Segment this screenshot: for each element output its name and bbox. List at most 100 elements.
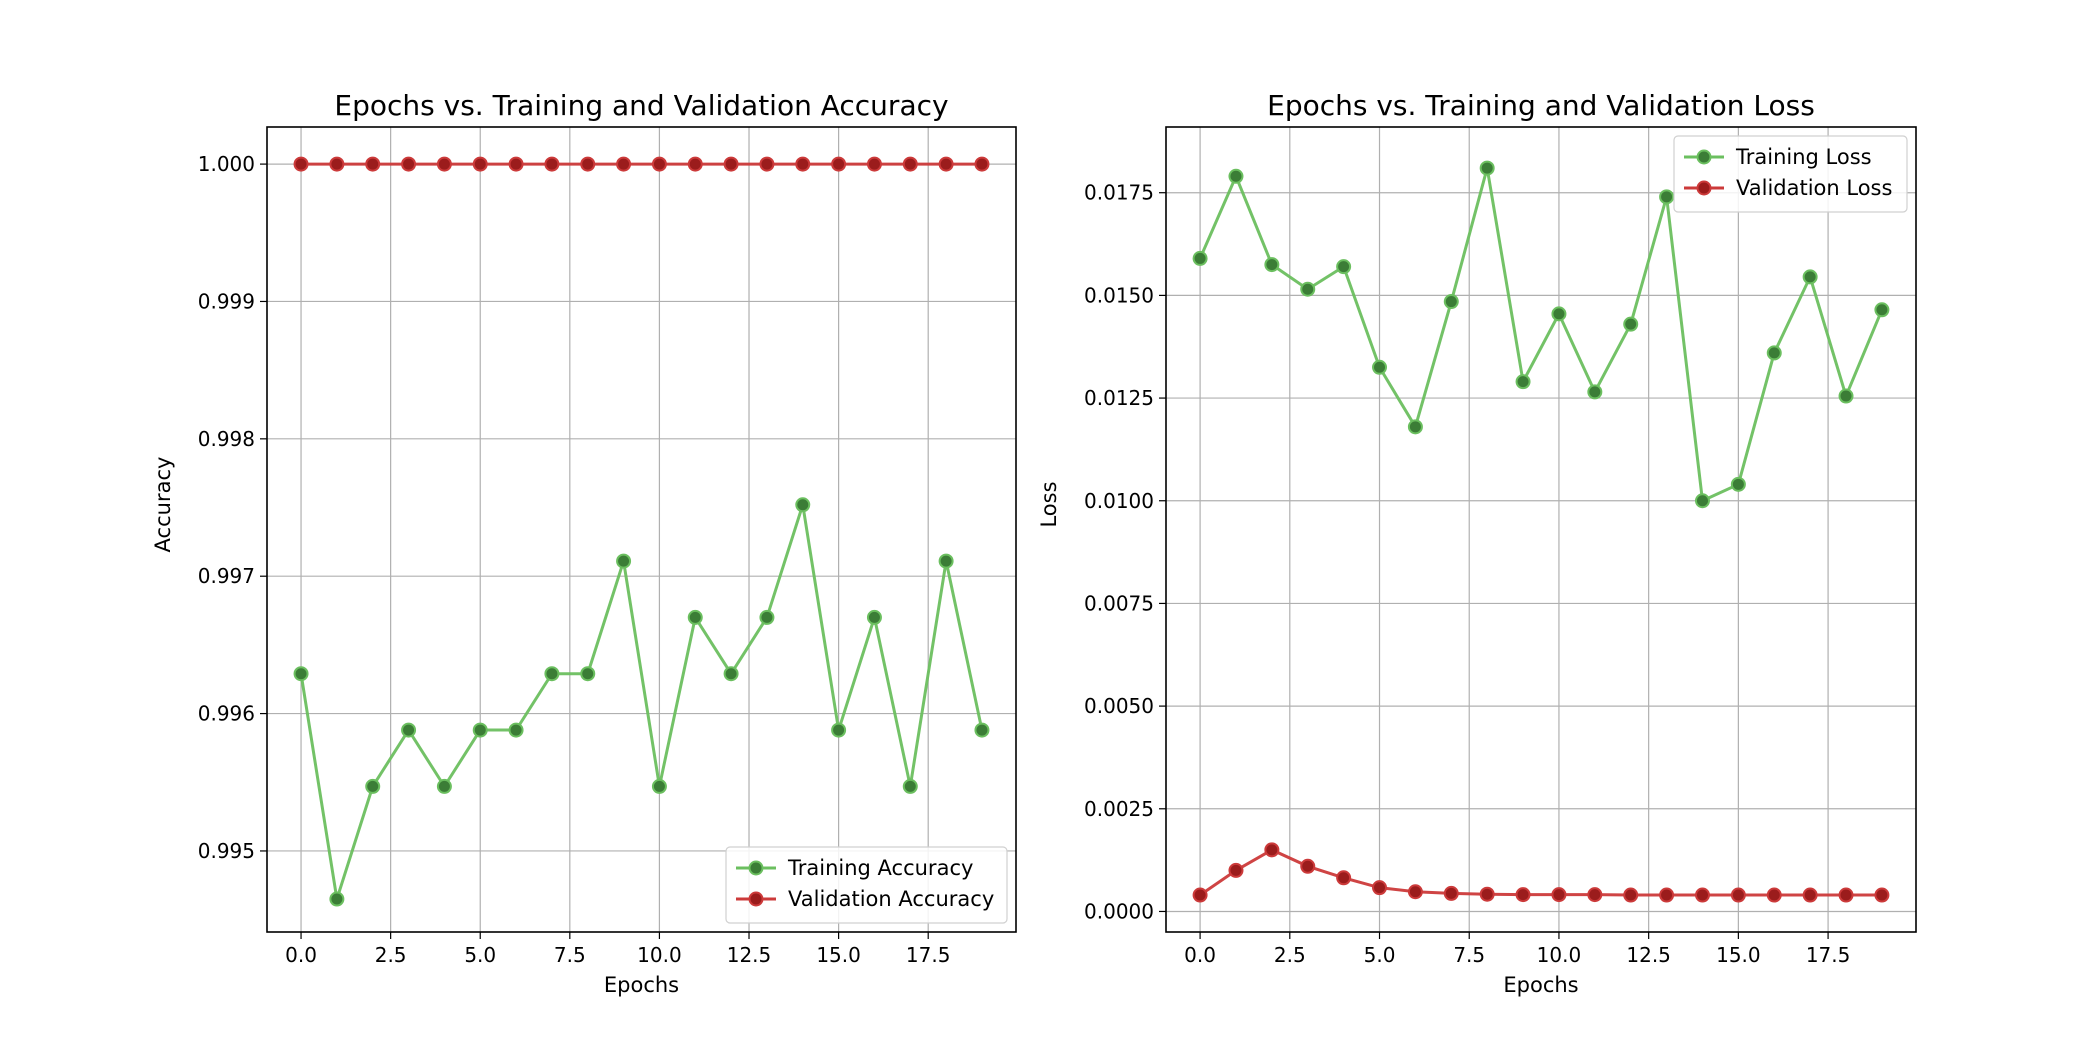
- data-point: [293, 156, 309, 172]
- data-point: [1192, 250, 1208, 266]
- data-point: [329, 891, 345, 907]
- y-tick-label: 0.0075: [1084, 591, 1154, 615]
- y-tick-label: 0.0100: [1084, 489, 1154, 513]
- data-point: [436, 156, 452, 172]
- data-point: [1659, 189, 1675, 205]
- accuracy-legend: Training Accuracy Validation Accuracy: [725, 846, 1008, 924]
- data-point: [938, 553, 954, 569]
- x-tick-label: 10.0: [637, 943, 682, 967]
- y-tick-label: 0.998: [198, 427, 255, 451]
- data-point: [508, 722, 524, 738]
- data-point: [831, 722, 847, 738]
- loss-series-validation: [1192, 842, 1890, 903]
- data-point: [902, 156, 918, 172]
- data-point: [616, 553, 632, 569]
- x-tick-label: 12.5: [727, 943, 772, 967]
- x-tick-label: 15.0: [816, 943, 861, 967]
- data-point: [1587, 887, 1603, 903]
- data-point: [1515, 374, 1531, 390]
- data-point: [508, 156, 524, 172]
- loss-chart-title: Epochs vs. Training and Validation Loss: [1267, 89, 1815, 122]
- data-point: [329, 156, 345, 172]
- legend-swatch-marker: [1696, 180, 1712, 196]
- data-point: [1336, 259, 1352, 275]
- series-line: [299, 504, 984, 900]
- data-point: [938, 156, 954, 172]
- data-point: [1802, 269, 1818, 285]
- y-tick-label: 0.0025: [1084, 797, 1154, 821]
- legend-swatch-marker: [748, 860, 764, 876]
- x-tick-label: 0.0: [1184, 943, 1216, 967]
- data-point: [1694, 887, 1710, 903]
- data-point: [1838, 388, 1854, 404]
- data-point: [293, 666, 309, 682]
- data-point: [1443, 294, 1459, 310]
- data-point: [1730, 887, 1746, 903]
- accuracy-series-validation: [293, 156, 990, 172]
- data-point: [1479, 160, 1495, 176]
- legend-label: Training Loss: [1735, 145, 1872, 169]
- data-point: [1623, 316, 1639, 332]
- data-point: [651, 156, 667, 172]
- y-tick-label: 0.0125: [1084, 386, 1154, 410]
- data-point: [1551, 306, 1567, 322]
- x-tick-label: 17.5: [1806, 943, 1851, 967]
- legend-box: [725, 846, 1008, 924]
- y-tick-label: 0.999: [198, 289, 255, 313]
- data-point: [436, 778, 452, 794]
- data-point: [687, 156, 703, 172]
- x-axis-label: Epochs: [1503, 973, 1578, 997]
- data-point: [1264, 257, 1280, 273]
- data-point: [1874, 302, 1890, 318]
- legend-swatch-marker: [748, 891, 764, 907]
- y-tick-label: 1.000: [198, 152, 255, 176]
- x-tick-label: 7.5: [554, 943, 586, 967]
- accuracy-axes-frame: [266, 126, 1017, 933]
- data-point: [580, 666, 596, 682]
- loss-series-training: [1192, 160, 1890, 509]
- y-tick-label: 0.0000: [1084, 899, 1154, 923]
- data-point: [1766, 887, 1782, 903]
- data-point: [1694, 493, 1710, 509]
- data-point: [1192, 887, 1208, 903]
- x-tick-label: 5.0: [464, 943, 496, 967]
- x-axis-label: Epochs: [604, 973, 679, 997]
- data-point: [1407, 884, 1423, 900]
- data-point: [1407, 419, 1423, 435]
- loss-grid: [1166, 127, 1916, 932]
- data-point: [1228, 168, 1244, 184]
- data-point: [401, 156, 417, 172]
- x-tick-label: 0.0: [285, 943, 317, 967]
- y-tick-label: 0.0175: [1084, 181, 1154, 205]
- data-point: [1659, 887, 1675, 903]
- data-point: [1372, 359, 1388, 375]
- legend-label: Training Accuracy: [787, 856, 973, 880]
- y-axis-label: Loss: [1037, 481, 1061, 527]
- y-axis-label: Accuracy: [151, 457, 175, 553]
- data-point: [974, 156, 990, 172]
- accuracy-chart: 0.0 2.5 5.0 7.5 10.0 12.5 15.0 17.5 0.995 0.996 0.…: [151, 89, 1017, 997]
- data-point: [1443, 885, 1459, 901]
- y-tick-label: 0.0150: [1084, 283, 1154, 307]
- legend-swatch-marker: [1696, 149, 1712, 165]
- data-point: [1479, 886, 1495, 902]
- data-point: [723, 666, 739, 682]
- data-point: [1838, 887, 1854, 903]
- x-tick-label: 2.5: [1274, 943, 1306, 967]
- x-tick-label: 10.0: [1537, 943, 1582, 967]
- accuracy-grid: [267, 127, 1016, 932]
- data-point: [544, 156, 560, 172]
- x-tick-label: 2.5: [375, 943, 407, 967]
- data-point: [1766, 345, 1782, 361]
- x-tick-label: 12.5: [1626, 943, 1671, 967]
- data-point: [795, 156, 811, 172]
- series-line: [1198, 167, 1884, 503]
- x-tick-label: 17.5: [906, 943, 951, 967]
- data-point: [365, 778, 381, 794]
- series-line: [1199, 848, 1882, 897]
- loss-legend: Training Loss Validation Loss: [1673, 135, 1908, 213]
- data-point: [723, 156, 739, 172]
- data-point: [1802, 887, 1818, 903]
- data-point: [902, 778, 918, 794]
